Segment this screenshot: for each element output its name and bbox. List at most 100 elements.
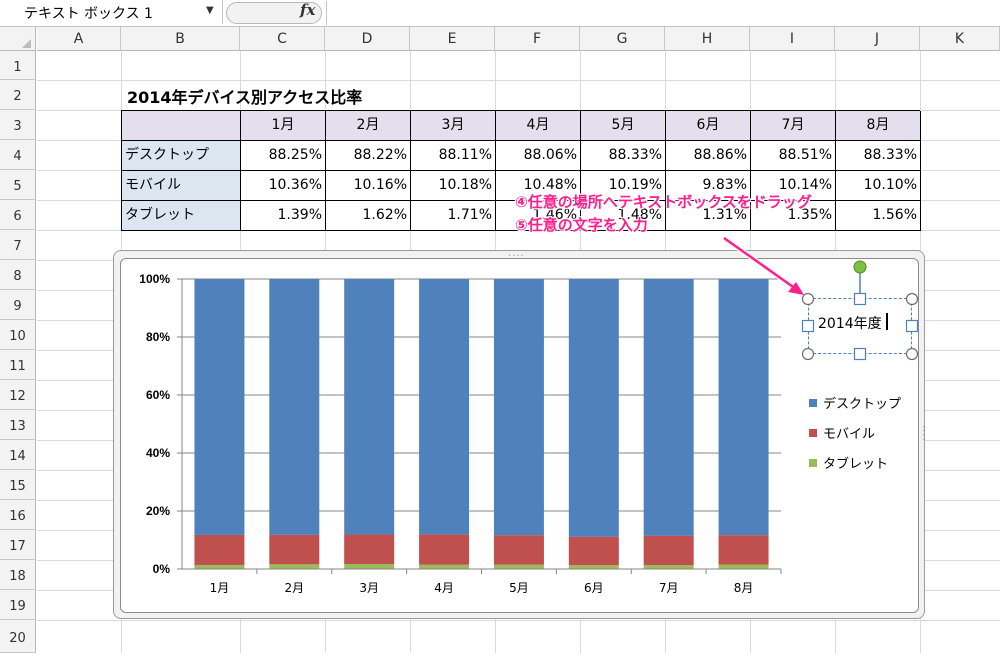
value-cell[interactable]: 88.33% [836,141,921,171]
resize-handle-top-left[interactable] [801,292,815,306]
value-cell[interactable]: 1.31% [666,201,751,231]
row-header-10[interactable]: 10 [0,320,36,350]
text-box-content[interactable]: 2014年度 [818,316,882,332]
value-cell[interactable]: 1.46% [496,201,581,231]
resize-handle-bottom-left[interactable] [801,347,815,361]
value-cell[interactable]: 88.33% [581,141,666,171]
month-header-cell[interactable]: 2月 [326,111,411,141]
column-header-j[interactable]: J [835,27,920,51]
month-header-cell[interactable]: 1月 [241,111,326,141]
value-cell[interactable]: 9.83% [666,171,751,201]
value-cell[interactable]: 10.36% [241,171,326,201]
x-tick-label: 5月 [509,581,529,595]
value-cell[interactable]: 1.71% [411,201,496,231]
select-all-icon [22,39,31,48]
row-header-8[interactable]: 8 [0,260,36,290]
y-tick-label: 20% [146,504,170,518]
insert-function-icon[interactable]: fx [300,1,316,19]
row-header-5[interactable]: 5 [0,170,36,200]
value-cell[interactable]: 88.51% [751,141,836,171]
rotate-handle-icon[interactable] [853,260,867,274]
row-header-2[interactable]: 2 [0,80,36,110]
value-cell[interactable]: 88.25% [241,141,326,171]
row-header-17[interactable]: 17 [0,530,36,560]
value-cell[interactable]: 10.48% [496,171,581,201]
resize-handle-right[interactable] [905,319,919,333]
value-cell[interactable]: 1.48% [581,201,666,231]
resize-handle-bottom[interactable] [853,347,867,361]
column-header-f[interactable]: F [495,27,580,51]
row-header-3[interactable]: 3 [0,110,36,140]
chart-resize-handle[interactable]: ···· [917,425,928,442]
month-header-cell[interactable]: 8月 [836,111,921,141]
chart-resize-handle[interactable]: ···· [114,425,125,442]
row-label-cell[interactable]: モバイル [122,171,241,201]
resize-handle-top-right[interactable] [905,292,919,306]
table-corner-cell[interactable] [122,111,241,141]
x-tick-label: 6月 [584,581,604,595]
value-cell[interactable]: 10.19% [581,171,666,201]
bar-segment [269,534,320,565]
column-header-d[interactable]: D [325,27,410,51]
row-label-cell[interactable]: タブレット [122,201,241,231]
value-cell[interactable]: 1.39% [241,201,326,231]
value-cell[interactable]: 10.14% [751,171,836,201]
legend-label: デスクトップ [823,396,901,412]
stacked-bar-chart[interactable]: 0% 20% 40% 60% 80% 100% 1月 2月 3月 4月 5月 6月 7月 8月 デスクトップ… [120,258,919,613]
row-header-15[interactable]: 15 [0,470,36,500]
name-box[interactable] [0,0,223,24]
chart-resize-handle[interactable]: ···· [508,251,525,262]
text-box-handles[interactable] [795,255,925,365]
resize-handle-left[interactable] [801,319,815,333]
month-header-cell[interactable]: 3月 [411,111,496,141]
column-header-c[interactable]: C [240,27,325,51]
row-header-19[interactable]: 19 [0,590,36,620]
month-header-cell[interactable]: 5月 [581,111,666,141]
row-header-11[interactable]: 11 [0,350,36,380]
bar-segment [194,564,245,569]
column-header-h[interactable]: H [665,27,750,51]
column-header-a[interactable]: A [37,27,121,51]
column-header-k[interactable]: K [920,27,1000,51]
value-cell[interactable]: 88.11% [411,141,496,171]
value-cell[interactable]: 88.86% [666,141,751,171]
name-box-dropdown-icon[interactable]: ▼ [206,5,214,16]
value-cell[interactable]: 1.62% [326,201,411,231]
row-header-20[interactable]: 20 [0,620,36,653]
resize-handle-bottom-right[interactable] [905,347,919,361]
column-header-b[interactable]: B [121,27,240,51]
bar-segment [194,279,245,535]
value-cell[interactable]: 88.06% [496,141,581,171]
resize-handle-top[interactable] [853,292,867,306]
row-label-cell[interactable]: デスクトップ [122,141,241,171]
month-header-cell[interactable]: 6月 [666,111,751,141]
row-header-16[interactable]: 16 [0,500,36,530]
y-tick-label: 0% [153,562,171,576]
row-header-6[interactable]: 6 [0,200,36,230]
row-header-14[interactable]: 14 [0,440,36,470]
column-header-i[interactable]: I [750,27,835,51]
row-header-13[interactable]: 13 [0,410,36,440]
month-header-cell[interactable]: 7月 [751,111,836,141]
column-header-g[interactable]: G [580,27,665,51]
month-header-cell[interactable]: 4月 [496,111,581,141]
column-header-e[interactable]: E [410,27,495,51]
row-header-1[interactable]: 1 [0,51,36,80]
row-header-7[interactable]: 7 [0,230,36,260]
x-tick-label: 7月 [659,581,679,595]
x-tick-label: 3月 [359,581,379,595]
value-cell[interactable]: 10.16% [326,171,411,201]
row-header-12[interactable]: 12 [0,380,36,410]
row-header-4[interactable]: 4 [0,140,36,170]
bar-segment [493,535,544,565]
value-cell[interactable]: 88.22% [326,141,411,171]
sheet-title[interactable]: 2014年デバイス別アクセス比率 [127,88,363,107]
chart-resize-handle[interactable]: ···· [508,608,525,619]
value-cell[interactable]: 10.18% [411,171,496,201]
formula-input[interactable] [326,1,1000,25]
value-cell[interactable]: 1.56% [836,201,921,231]
value-cell[interactable]: 1.35% [751,201,836,231]
value-cell[interactable]: 10.10% [836,171,921,201]
row-header-18[interactable]: 18 [0,560,36,590]
row-header-9[interactable]: 9 [0,290,36,320]
